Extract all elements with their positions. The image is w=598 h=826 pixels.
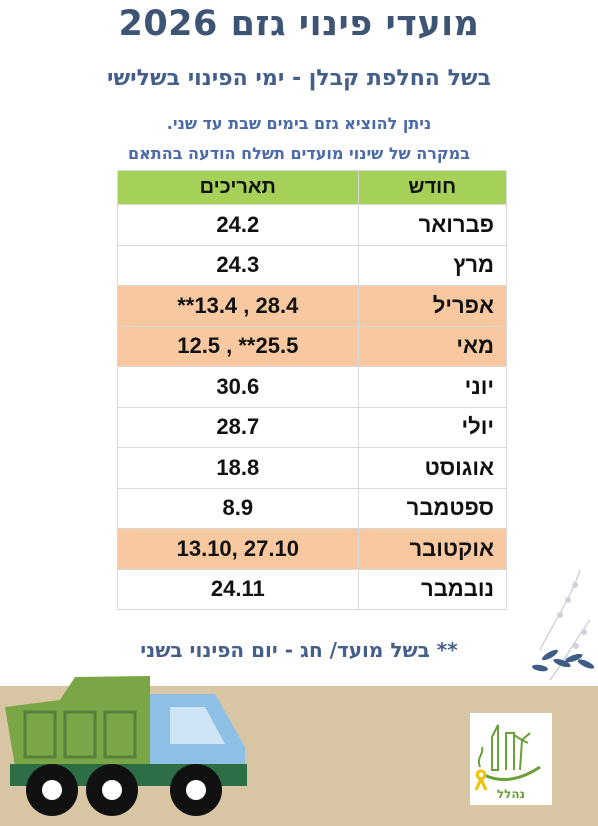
page-subtitle: בשל החלפת קבלן - ימי הפינוי בשלישי [107,66,491,91]
dates-cell: 8.9 [117,487,359,529]
table-row: יוני 30.6 [117,366,508,408]
dates-cell: **13.4 , 28.4 [117,285,359,327]
municipality-logo: נהלל [470,713,552,805]
table-row: נובמבר 24.11 [117,568,508,610]
page-title: מועדי פינוי גזם 2026 [118,4,480,44]
table-row: מרץ 24.3 [117,244,508,286]
yellow-ribbon-icon [474,769,488,791]
info-note-line1: ניתן להוציא גזם בימים שבת עד שני. [166,114,432,133]
dates-cell: 24.11 [117,568,359,610]
dates-cell: 28.7 [117,406,359,448]
dates-cell: 24.2 [117,204,359,246]
table-row: מאי 12.5 , **25.5 [117,325,508,367]
logo-emblem-icon [477,724,541,781]
truck-icon [5,676,247,816]
month-cell: ספטמבר [357,487,508,529]
dates-cell: 24.3 [117,244,359,286]
month-cell: אוקטובר [357,528,508,570]
month-cell: מאי [357,325,508,367]
dates-cell: 13.10, 27.10 [117,528,359,570]
table-header-row: חודש תאריכים [117,170,508,205]
table-row: אוגוסט 18.8 [117,447,508,489]
logo-text: נהלל [496,787,526,801]
table-row: אוקטובר 13.10, 27.10 [117,528,508,570]
footnote: ** בשל מועד/ חג - יום הפינוי בשני [140,638,458,662]
month-cell: פברואר [357,204,508,246]
month-cell: יולי [357,406,508,448]
table-row: ספטמבר 8.9 [117,487,508,529]
month-cell: מרץ [357,244,508,286]
dates-cell: 18.8 [117,447,359,489]
month-cell: אוגוסט [357,447,508,489]
month-cell: נובמבר [357,568,508,610]
column-header-month: חודש [357,170,508,205]
dates-cell: 30.6 [117,366,359,408]
month-cell: יוני [357,366,508,408]
info-note-line2: במקרה של שינוי מועדים תשלח הודעה בהתאם [128,144,470,163]
table-row: יולי 28.7 [117,406,508,448]
table-row: פברואר 24.2 [117,204,508,246]
month-cell: אפריל [357,285,508,327]
dates-cell: 12.5 , **25.5 [117,325,359,367]
column-header-dates: תאריכים [117,170,359,205]
schedule-table: חודש תאריכים פברואר 24.2 מרץ 24.3 אפריל … [117,170,508,610]
table-row: אפריל **13.4 , 28.4 [117,285,508,327]
